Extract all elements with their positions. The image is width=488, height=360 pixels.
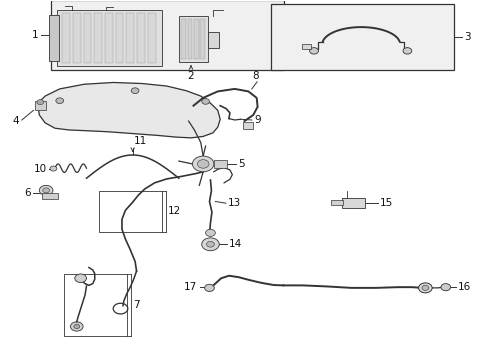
Circle shape: [74, 324, 80, 329]
Text: 16: 16: [457, 282, 470, 292]
Text: 12: 12: [167, 206, 181, 216]
Bar: [271, 4, 453, 70]
Bar: [126, 13, 134, 63]
Text: 4: 4: [13, 116, 20, 126]
Bar: [83, 13, 91, 63]
Circle shape: [75, 274, 86, 283]
Bar: [147, 13, 155, 63]
Bar: [48, 15, 59, 62]
Bar: [207, 32, 218, 48]
Bar: [243, 122, 252, 129]
Bar: [116, 13, 123, 63]
Circle shape: [131, 88, 139, 94]
Bar: [137, 13, 144, 63]
Circle shape: [418, 283, 431, 293]
Text: 13: 13: [227, 198, 241, 208]
Circle shape: [201, 99, 209, 104]
Bar: [341, 198, 365, 207]
Circle shape: [204, 284, 214, 292]
Circle shape: [421, 285, 428, 291]
Text: 17: 17: [183, 282, 197, 292]
Bar: [213, 159, 227, 168]
Text: 15: 15: [379, 198, 392, 208]
Text: 9: 9: [254, 115, 260, 125]
Bar: [99, 191, 162, 232]
Circle shape: [37, 100, 43, 105]
Circle shape: [197, 159, 208, 168]
Circle shape: [201, 238, 219, 251]
Circle shape: [440, 284, 450, 291]
Bar: [57, 10, 162, 66]
Circle shape: [205, 229, 215, 237]
Bar: [302, 44, 310, 49]
Bar: [181, 18, 186, 59]
Circle shape: [56, 98, 63, 104]
Bar: [51, 0, 284, 70]
Text: 2: 2: [187, 71, 194, 81]
Circle shape: [309, 48, 318, 54]
Text: 14: 14: [228, 239, 242, 249]
Circle shape: [42, 188, 49, 193]
Circle shape: [39, 185, 53, 195]
Bar: [42, 193, 58, 199]
Text: 3: 3: [463, 32, 470, 42]
Bar: [94, 13, 102, 63]
Text: 7: 7: [132, 300, 139, 310]
Bar: [179, 16, 207, 62]
Circle shape: [192, 156, 213, 172]
Text: 11: 11: [133, 136, 146, 147]
Text: 10: 10: [33, 163, 46, 174]
Bar: [63, 274, 126, 337]
Text: 6: 6: [24, 188, 30, 198]
Bar: [35, 102, 46, 111]
Bar: [194, 18, 199, 59]
Polygon shape: [38, 82, 220, 138]
Circle shape: [70, 322, 83, 331]
Text: 5: 5: [238, 159, 244, 169]
Bar: [62, 13, 70, 63]
Bar: [105, 13, 113, 63]
Bar: [73, 13, 81, 63]
Circle shape: [206, 242, 214, 247]
Circle shape: [50, 166, 57, 171]
Bar: [187, 18, 192, 59]
Bar: [200, 18, 204, 59]
Circle shape: [402, 48, 411, 54]
Bar: [330, 201, 342, 205]
Text: 8: 8: [251, 71, 258, 81]
Text: 1: 1: [32, 30, 39, 40]
